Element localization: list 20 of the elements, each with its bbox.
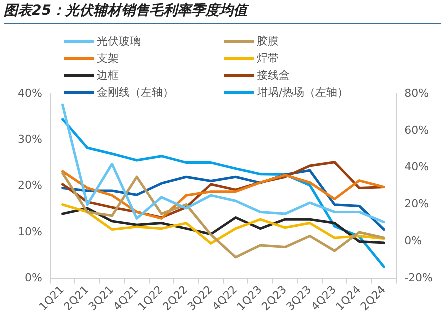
- y2-tick-label: 60%: [404, 124, 430, 137]
- legend-label: 胶膜: [257, 34, 279, 49]
- legend-label: 边框: [97, 68, 119, 83]
- legend-label: 支架: [97, 51, 119, 66]
- y-tick-label: 10%: [18, 225, 42, 238]
- legend-label: 接线盒: [257, 68, 290, 83]
- legend-label: 光伏玻璃: [97, 34, 141, 49]
- legend-label: 金刚线（左轴）: [97, 85, 174, 100]
- y2-tick-label: -20%: [404, 272, 434, 285]
- y2-tick-label: 20%: [404, 198, 430, 211]
- y-tick-label: 20%: [18, 179, 42, 192]
- y2-tick-label: 0%: [404, 234, 422, 248]
- legend-label: 坩埚/热场（左轴）: [257, 85, 349, 100]
- chart-title: 图表25：光伏辅材销售毛利率季度均值: [4, 2, 441, 24]
- y-tick-label: 40%: [18, 86, 42, 100]
- y-tick-label: 30%: [18, 133, 42, 146]
- y2-tick-label: 40%: [404, 160, 430, 174]
- y2-tick-label: 80%: [404, 86, 430, 100]
- legend-label: 焊带: [257, 51, 279, 66]
- y-tick-label: 0%: [24, 272, 42, 285]
